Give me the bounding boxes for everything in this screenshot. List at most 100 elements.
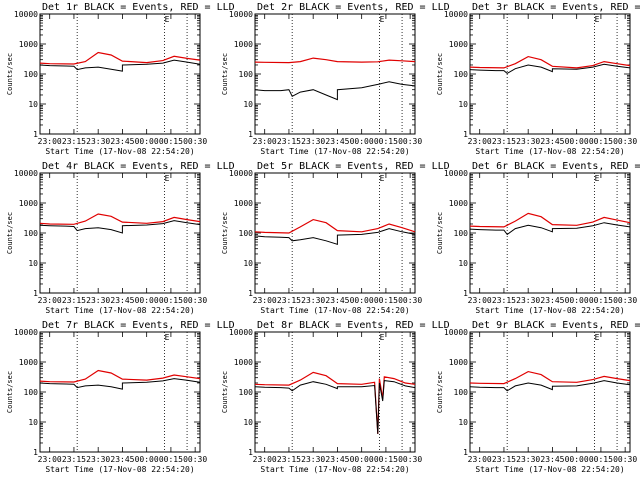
x-tick-label: 00:15: [374, 296, 398, 305]
lld-series-line: [469, 370, 631, 385]
y-tick-label: 100: [454, 388, 469, 397]
x-tick-label: 00:30: [613, 137, 637, 146]
x-tick-label: 00:00: [350, 455, 374, 464]
x-tick-label: 23:15: [277, 137, 301, 146]
event-marker-label: E: [165, 15, 170, 24]
plot-frame: [254, 331, 416, 453]
x-tick-label: 00:15: [589, 296, 613, 305]
y-tick-label: 1: [248, 448, 253, 457]
x-tick-label: 23:15: [492, 455, 516, 464]
x-tick-label: 23:00: [253, 137, 277, 146]
x-axis-label: Start Time (17-Nov-08 22:54:20): [475, 465, 624, 474]
y-tick-label: 100: [24, 229, 39, 238]
y-tick-label: 100: [239, 229, 254, 238]
detector-panel-3: Det 3r BLACK = Events, RED = LLD E 1 10 100 1…: [436, 2, 640, 156]
x-tick-label: 00:15: [589, 455, 613, 464]
plot-frame: [469, 13, 631, 135]
y-tick-label: 1: [463, 289, 468, 298]
lld-series-line: [39, 51, 201, 65]
event-marker-label: E: [595, 174, 600, 183]
plot-frame: [39, 13, 201, 135]
events-series-line: [39, 378, 201, 390]
y-axis-label: Counts/sec: [6, 53, 14, 95]
y-axis-label: Counts/sec: [221, 212, 229, 254]
events-series-line: [254, 81, 416, 101]
x-tick-label: 23:30: [301, 455, 325, 464]
x-tick-label: 23:30: [516, 296, 540, 305]
y-tick-label: 100: [24, 388, 39, 397]
x-tick-label: 00:00: [135, 455, 159, 464]
y-tick-label: 1: [33, 448, 38, 457]
y-tick-label: 1000: [19, 40, 38, 49]
panel-title: Det 1r BLACK = Events, RED = LLD: [42, 2, 235, 13]
x-tick-label: 00:15: [159, 137, 183, 146]
x-tick-label: 23:15: [492, 137, 516, 146]
x-tick-label: 00:15: [159, 455, 183, 464]
y-tick-label: 10000: [229, 10, 253, 19]
x-tick-label: 23:15: [277, 296, 301, 305]
lld-series-line: [254, 371, 416, 434]
y-tick-label: 10000: [444, 328, 468, 337]
x-tick-label: 23:15: [62, 455, 86, 464]
plot-frame: [39, 331, 201, 453]
events-series-line: [39, 220, 201, 234]
event-marker-label: E: [380, 333, 385, 342]
x-tick-label: 23:30: [86, 455, 110, 464]
x-tick-label: 23:45: [540, 137, 564, 146]
y-tick-label: 10000: [14, 169, 38, 178]
detector-panel-5: Det 5r BLACK = Events, RED = LLD E 1 10 100 1…: [221, 161, 450, 315]
panel-title: Det 4r BLACK = Events, RED = LLD: [42, 161, 235, 172]
x-tick-label: 23:30: [86, 137, 110, 146]
y-tick-label: 1: [463, 448, 468, 457]
y-tick-label: 10000: [444, 10, 468, 19]
plot-frame: [469, 331, 631, 453]
y-tick-label: 100: [454, 229, 469, 238]
x-tick-label: 00:30: [398, 137, 422, 146]
event-marker-label: E: [165, 333, 170, 342]
lld-series-line: [469, 55, 631, 69]
events-series-line: [469, 63, 631, 75]
event-marker-label: E: [380, 174, 385, 183]
x-tick-label: 23:00: [468, 455, 492, 464]
x-tick-label: 00:15: [374, 455, 398, 464]
x-axis-label: Start Time (17-Nov-08 22:54:20): [260, 306, 409, 315]
panel-title: Det 9r BLACK = Events, RED = LLD: [472, 320, 640, 331]
panel-title: Det 5r BLACK = Events, RED = LLD: [257, 161, 450, 172]
panel-title: Det 8r BLACK = Events, RED = LLD: [257, 320, 450, 331]
event-marker-label: E: [595, 15, 600, 24]
events-series-line: [469, 380, 631, 392]
y-tick-label: 1000: [19, 199, 38, 208]
x-tick-label: 00:00: [350, 296, 374, 305]
events-series-line: [254, 380, 416, 434]
y-tick-label: 1000: [234, 40, 253, 49]
x-tick-label: 23:45: [110, 296, 134, 305]
x-tick-label: 23:00: [38, 137, 62, 146]
y-tick-label: 10000: [229, 328, 253, 337]
lld-series-line: [254, 57, 416, 64]
x-axis-label: Start Time (17-Nov-08 22:54:20): [260, 465, 409, 474]
x-tick-label: 00:30: [183, 455, 207, 464]
panel-title: Det 2r BLACK = Events, RED = LLD: [257, 2, 450, 13]
y-tick-label: 1: [463, 130, 468, 139]
x-tick-label: 00:00: [565, 455, 589, 464]
event-marker-label: E: [595, 333, 600, 342]
lld-series-line: [39, 213, 201, 225]
y-axis-label: Counts/sec: [436, 371, 444, 413]
y-axis-label: Counts/sec: [221, 371, 229, 413]
x-tick-label: 23:30: [301, 296, 325, 305]
x-tick-label: 23:00: [38, 296, 62, 305]
detector-panel-6: Det 6r BLACK = Events, RED = LLD E 1 10 100 1…: [436, 161, 640, 315]
detector-panel-9: Det 9r BLACK = Events, RED = LLD E 1 10 100 1…: [436, 320, 640, 474]
plot-frame: [469, 172, 631, 294]
y-tick-label: 10000: [14, 10, 38, 19]
x-axis-label: Start Time (17-Nov-08 22:54:20): [45, 465, 194, 474]
y-tick-label: 10: [243, 418, 253, 427]
x-tick-label: 00:15: [159, 296, 183, 305]
y-tick-label: 10000: [229, 169, 253, 178]
x-axis-label: Start Time (17-Nov-08 22:54:20): [45, 306, 194, 315]
y-tick-label: 1000: [449, 40, 468, 49]
x-tick-label: 00:00: [350, 137, 374, 146]
y-axis-label: Counts/sec: [6, 371, 14, 413]
y-tick-label: 100: [454, 70, 469, 79]
